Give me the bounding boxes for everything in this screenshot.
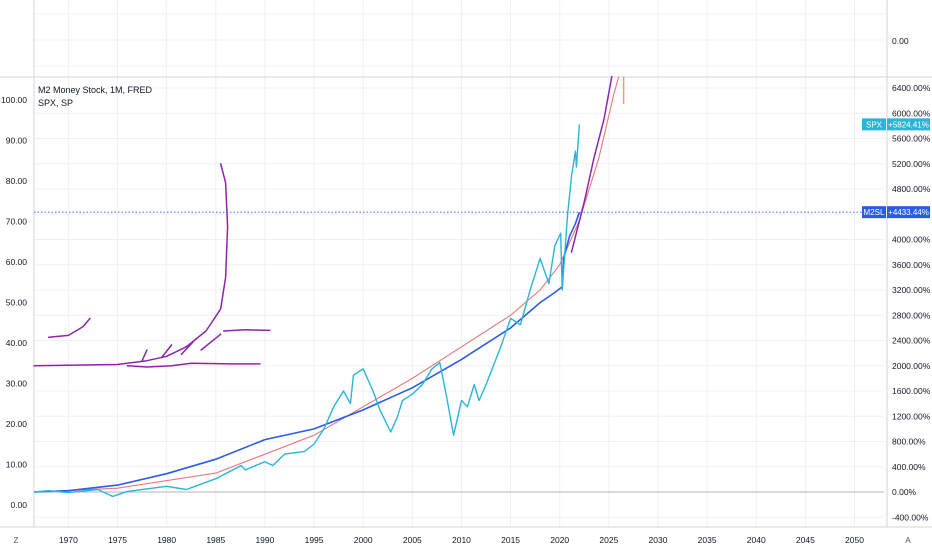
left-tick-label: 100.00 <box>1 95 27 105</box>
x-tick-label: 1975 <box>108 535 127 545</box>
drawing-stroke[interactable] <box>141 349 148 362</box>
series-layer <box>33 76 620 498</box>
x-tick-label: 1990 <box>255 535 274 545</box>
right-tick-label: 4800.00% <box>892 184 931 194</box>
right-corner-letter[interactable]: A <box>905 536 911 545</box>
left-axis: 0.00 10.00 20.00 30.00 40.00 50.00 60.00 70.00 8… <box>1 95 27 510</box>
right-tick-label: 5200.00% <box>892 159 931 169</box>
x-tick-label: 1980 <box>157 535 176 545</box>
right-tick-label: 3600.00% <box>892 260 931 270</box>
right-tick-label: 2000.00% <box>892 361 931 371</box>
left-tick-label: 20.00 <box>6 419 28 429</box>
x-axis[interactable]: 1970 1975 1980 1985 1990 1995 2000 2005 2010 2015… <box>59 535 864 545</box>
drawing-stroke[interactable] <box>200 333 222 351</box>
badge-name: SPX <box>866 120 883 129</box>
left-tick-label: 60.00 <box>6 257 28 267</box>
x-tick-label: 2020 <box>550 535 569 545</box>
drawing-stroke[interactable] <box>180 337 197 356</box>
right-tick-label: 1600.00% <box>892 386 931 396</box>
chart-title[interactable]: M2 Money Stock, 1M, FRED <box>38 85 153 95</box>
right-tick-label: 2400.00% <box>892 336 931 346</box>
drawing-stroke[interactable] <box>47 317 91 339</box>
right-tick-label: 6400.00% <box>892 83 931 93</box>
x-tick-label: 1985 <box>206 535 225 545</box>
series-line-exponential-trend[interactable] <box>33 76 620 493</box>
x-tick-label: 2000 <box>354 535 373 545</box>
grid <box>34 0 884 527</box>
left-tick-label: 0.00 <box>10 500 27 510</box>
right-tick-label: 1200.00% <box>892 411 931 421</box>
left-tick-label: 50.00 <box>6 298 28 308</box>
chart-subtitle[interactable]: SPX, SP <box>38 98 74 108</box>
left-tick-label: 40.00 <box>6 338 28 348</box>
badge-value-box <box>887 118 930 131</box>
badge-value-box <box>887 206 930 219</box>
right-tick-label: 6000.00% <box>892 108 931 118</box>
left-corner-letter[interactable]: Z <box>14 536 19 545</box>
badge-value: +4433.44% <box>888 208 929 217</box>
x-tick-label: 1970 <box>59 535 78 545</box>
x-tick-label: 2045 <box>796 535 815 545</box>
right-tick-label: -400.00% <box>892 512 929 522</box>
x-tick-label: 2025 <box>599 535 618 545</box>
top-pane-tick-label: 0.00 <box>892 36 909 46</box>
left-tick-label: 80.00 <box>6 176 28 186</box>
legend: M2 Money Stock, 1M, FRED SPX, SP <box>38 84 152 110</box>
right-tick-label: 800.00% <box>892 437 926 447</box>
series-line-spx[interactable] <box>33 124 581 498</box>
x-tick-label: 2035 <box>698 535 717 545</box>
right-tick-label: 0.00% <box>892 487 917 497</box>
drawing-stroke[interactable] <box>126 362 261 368</box>
right-tick-label: 400.00% <box>892 462 926 472</box>
x-tick-label: 2005 <box>403 535 422 545</box>
x-tick-label: 2015 <box>501 535 520 545</box>
right-tick-label: 3200.00% <box>892 285 931 295</box>
drawing-stroke[interactable] <box>222 329 271 332</box>
right-tick-label: 4000.00% <box>892 235 931 245</box>
x-tick-label: 1995 <box>305 535 324 545</box>
badge-name-box <box>862 206 886 219</box>
right-axis[interactable]: 0.00 -400.00% 0.00% 400.00% 800.00% 1200.00% 1… <box>892 36 931 522</box>
right-tick-label: 2800.00% <box>892 310 931 320</box>
drawings-layer <box>33 75 625 368</box>
pane-separator <box>0 0 932 528</box>
right-tick-label: 5600.00% <box>892 134 931 144</box>
drawing-stroke[interactable] <box>570 75 613 253</box>
x-tick-label: 2050 <box>845 535 864 545</box>
x-tick-label: 2030 <box>649 535 668 545</box>
left-tick-label: 90.00 <box>6 136 28 146</box>
x-tick-label: 2010 <box>452 535 471 545</box>
x-tick-label: 2040 <box>747 535 766 545</box>
badge-value: +5824.41% <box>888 120 929 129</box>
left-tick-label: 10.00 <box>6 460 28 470</box>
drawing-stroke[interactable] <box>160 344 173 359</box>
badge-name: M2SL <box>864 208 885 217</box>
left-tick-label: 30.00 <box>6 379 28 389</box>
left-tick-label: 70.00 <box>6 217 28 227</box>
badges-layer: SPX +5824.41% M2SL +4433.44% <box>862 118 930 219</box>
badge-name-box <box>862 118 886 131</box>
